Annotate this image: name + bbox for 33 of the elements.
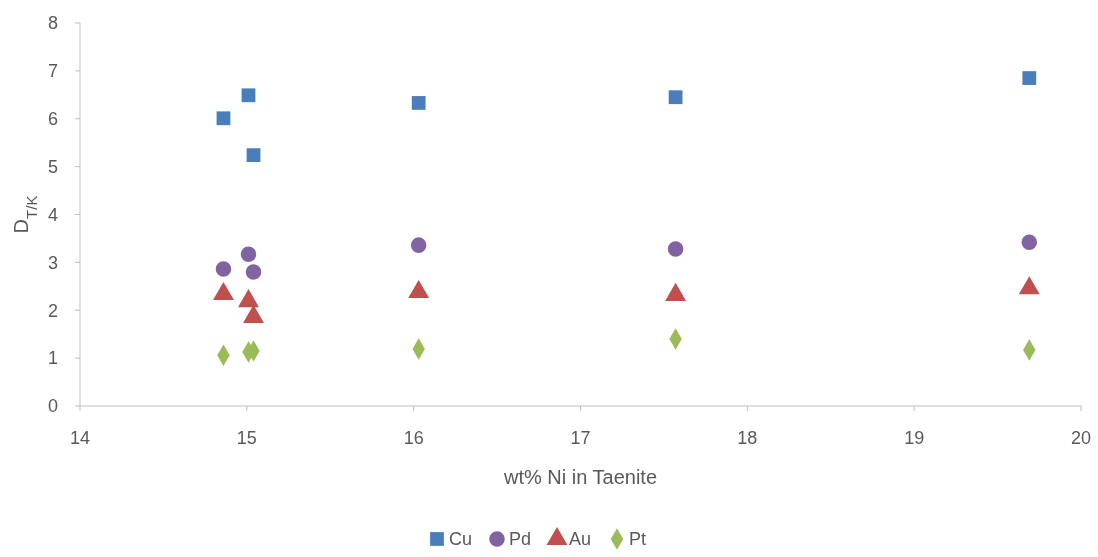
legend-label: Pd — [509, 529, 532, 549]
point — [245, 264, 262, 280]
x-tick-label: 15 — [236, 428, 257, 448]
point — [246, 148, 261, 163]
x-tick-label: 19 — [904, 428, 925, 448]
point — [1022, 71, 1037, 85]
x-tick-label: 16 — [403, 428, 424, 448]
legend-label: Pt — [629, 529, 647, 549]
y-tick-label: 4 — [47, 204, 58, 225]
y-tick-label: 2 — [47, 300, 58, 321]
point — [668, 90, 683, 105]
legend-label: Cu — [449, 529, 473, 549]
point — [215, 261, 232, 277]
y-tick-label: 8 — [47, 13, 58, 34]
x-tick-label: 18 — [737, 428, 758, 448]
point — [1021, 234, 1038, 251]
x-tick-label: 20 — [1070, 428, 1092, 448]
y-tick-label: 0 — [47, 396, 58, 417]
y-tick-label: 1 — [47, 348, 58, 369]
point — [241, 88, 256, 103]
point — [216, 111, 231, 126]
x-tick-label: 17 — [570, 428, 591, 448]
point — [410, 237, 427, 253]
legend-label: Au — [569, 529, 592, 549]
y-tick-label: 5 — [47, 156, 58, 177]
y-tick-label: 7 — [47, 61, 58, 82]
x-tick-label: 14 — [69, 428, 91, 448]
point — [667, 241, 684, 257]
y-tick-label: 3 — [47, 252, 58, 273]
point — [240, 246, 257, 262]
x-axis-title: wt% Ni in Taenite — [502, 466, 658, 488]
y-tick-label: 6 — [47, 109, 58, 130]
point — [411, 96, 426, 110]
